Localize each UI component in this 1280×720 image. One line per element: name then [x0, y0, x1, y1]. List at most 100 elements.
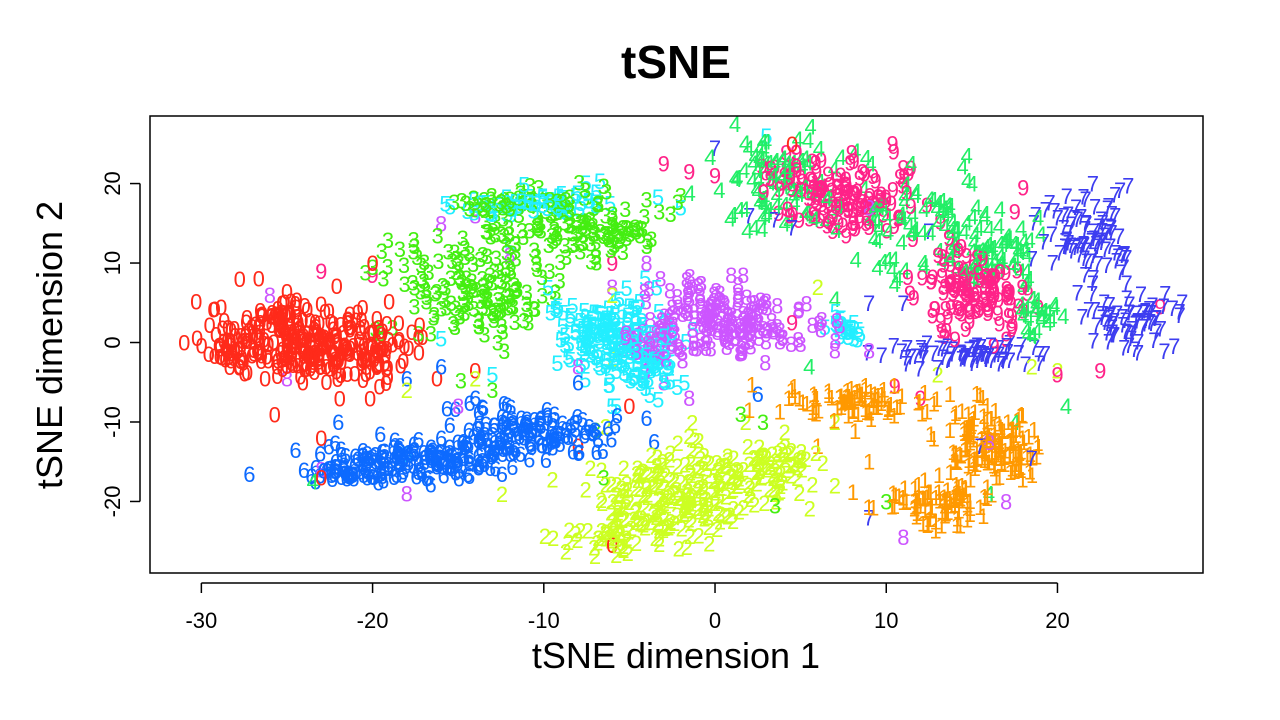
point-digit-5: 5	[645, 358, 657, 383]
point-digit-4: 4	[961, 144, 973, 169]
point-digit-6: 6	[520, 407, 532, 432]
point-digit-3: 3	[553, 195, 565, 220]
point-digit-1: 1	[950, 441, 962, 466]
point-digit-2: 2	[758, 443, 770, 468]
point-digit-1: 1	[949, 442, 961, 467]
point-digit-5: 5	[592, 352, 604, 377]
point-digit-2: 2	[1026, 354, 1038, 379]
point-digit-2: 2	[672, 431, 684, 456]
y-tick-label: 10	[100, 251, 125, 275]
point-digit-8: 8	[829, 339, 841, 364]
point-digit-4: 4	[307, 470, 319, 495]
point-digit-9: 9	[888, 139, 900, 164]
point-digit-7: 7	[958, 345, 970, 370]
point-digit-6: 6	[449, 397, 461, 422]
point-digit-1: 1	[823, 379, 835, 404]
point-digit-7: 7	[1141, 306, 1153, 331]
point-digit-0: 0	[282, 313, 294, 338]
point-digit-6: 6	[463, 447, 475, 472]
point-digit-8: 8	[722, 324, 734, 349]
point-digit-8: 8	[774, 318, 786, 343]
point-digit-7: 7	[1097, 210, 1109, 235]
point-digit-5: 5	[652, 185, 664, 210]
point-digit-9: 9	[835, 163, 847, 188]
point-digit-8: 8	[794, 332, 806, 357]
point-digit-6: 6	[379, 448, 391, 473]
point-digit-1: 1	[933, 463, 945, 488]
point-digit-3: 3	[608, 216, 620, 241]
point-digit-1: 1	[838, 389, 850, 414]
point-digit-0: 0	[309, 310, 321, 335]
point-digit-0: 0	[383, 290, 395, 315]
point-digit-0: 0	[293, 316, 305, 341]
point-digit-7: 7	[1019, 352, 1031, 377]
point-digit-3: 3	[510, 277, 522, 302]
point-digit-7: 7	[1112, 244, 1124, 269]
point-digit-2: 2	[829, 474, 841, 499]
point-digit-4: 4	[951, 257, 963, 282]
point-digit-6: 6	[412, 460, 424, 485]
point-digit-5: 5	[639, 266, 651, 291]
point-digit-2: 2	[664, 509, 676, 534]
point-digit-7: 7	[1120, 245, 1132, 270]
point-digit-5: 5	[631, 324, 643, 349]
point-digit-0: 0	[288, 318, 300, 343]
point-digit-1: 1	[950, 473, 962, 498]
point-digit-3: 3	[449, 315, 461, 340]
point-digit-9: 9	[854, 166, 866, 191]
point-digit-2: 2	[588, 536, 600, 561]
point-digit-9: 9	[992, 301, 1004, 326]
point-digit-2: 2	[646, 463, 658, 488]
point-digit-1: 1	[1012, 457, 1024, 482]
point-digit-1: 1	[951, 506, 963, 531]
x-tick-label: -10	[528, 608, 560, 633]
point-digit-1: 1	[1031, 431, 1043, 456]
point-digit-6: 6	[362, 449, 374, 474]
point-digit-2: 2	[757, 445, 769, 470]
point-digit-8: 8	[724, 314, 736, 339]
point-digit-1: 1	[974, 495, 986, 520]
point-digit-3: 3	[640, 188, 652, 213]
point-digit-9: 9	[902, 265, 914, 290]
point-digit-3: 3	[535, 219, 547, 244]
point-digit-9: 9	[936, 319, 948, 344]
point-digit-4: 4	[998, 232, 1010, 257]
point-digit-2: 2	[751, 460, 763, 485]
point-digit-0: 0	[298, 333, 310, 358]
point-digit-0: 0	[350, 308, 362, 333]
point-digit-6: 6	[554, 421, 566, 446]
point-digit-2: 2	[606, 346, 618, 371]
point-digit-4: 4	[882, 248, 894, 273]
point-digit-2: 2	[629, 476, 641, 501]
point-digit-4: 4	[771, 183, 783, 208]
point-digit-1: 1	[786, 378, 798, 403]
point-digit-2: 2	[742, 435, 754, 460]
point-digit-7: 7	[917, 345, 929, 370]
point-digit-5: 5	[848, 311, 860, 336]
point-digit-3: 3	[493, 300, 505, 325]
point-digit-2: 2	[684, 524, 696, 549]
point-digit-6: 6	[477, 396, 489, 421]
y-axis: -20 -10 0 10 20	[100, 171, 141, 517]
point-digit-3: 3	[481, 288, 493, 313]
point-digit-9: 9	[1017, 176, 1029, 201]
point-digit-1: 1	[940, 489, 952, 514]
point-digit-2: 2	[560, 540, 572, 565]
x-tick-label: 0	[709, 608, 721, 633]
point-digit-2: 2	[664, 513, 676, 538]
point-digit-5: 5	[609, 303, 621, 328]
point-digit-1: 1	[746, 372, 758, 397]
point-digit-9: 9	[832, 211, 844, 236]
point-digit-1: 1	[965, 414, 977, 439]
point-digit-3: 3	[455, 369, 467, 394]
point-digit-0: 0	[355, 339, 367, 364]
point-digit-1: 1	[987, 430, 999, 455]
x-tick-label: -20	[357, 608, 389, 633]
point-digit-0: 0	[222, 316, 234, 341]
point-digit-6: 6	[590, 440, 602, 465]
point-digit-1: 1	[949, 448, 961, 473]
x-tick-label: 10	[874, 608, 898, 633]
point-digit-6: 6	[547, 428, 559, 453]
point-digit-7: 7	[1030, 203, 1042, 228]
